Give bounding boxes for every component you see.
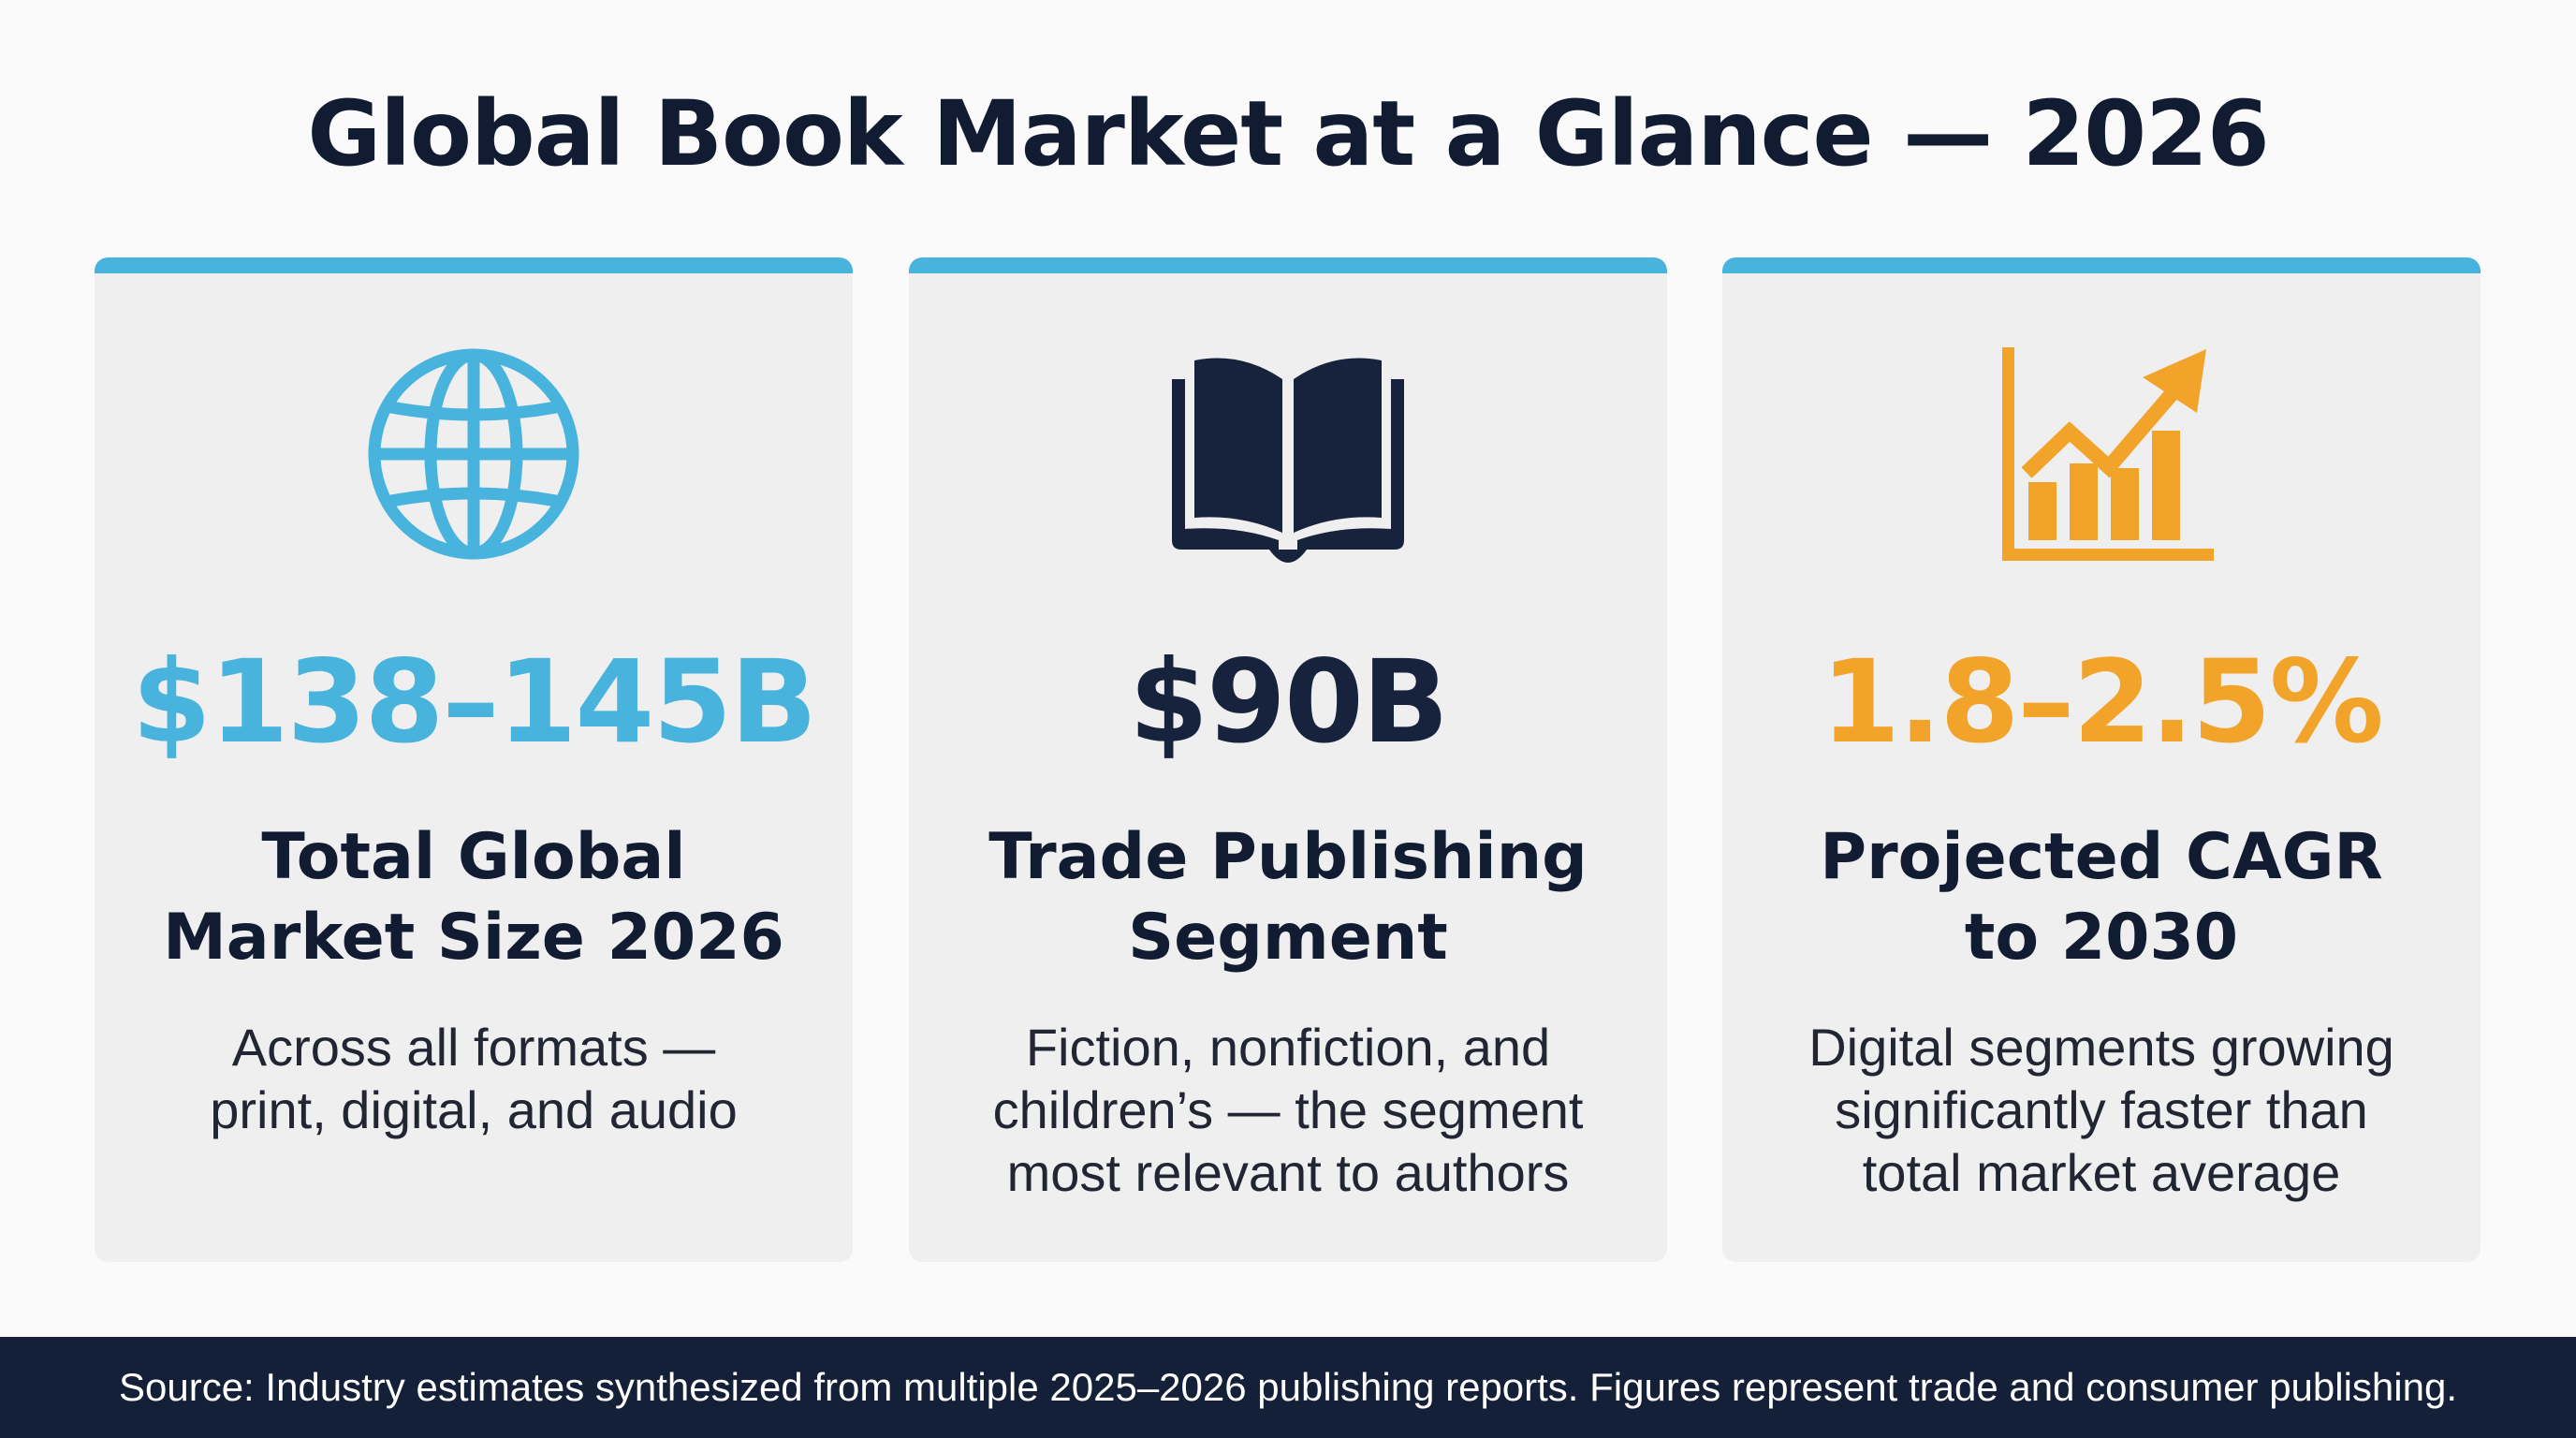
- trade-publishing-value: $90B: [1129, 636, 1449, 769]
- cagr-label: Projected CAGR to 2030: [1820, 820, 2383, 975]
- trade-publishing-description: Fiction, nonfiction, and children’s — th…: [992, 1018, 1584, 1202]
- market-size-value: $138–145B: [131, 636, 817, 769]
- growth-chart-icon: [1722, 342, 2481, 566]
- card-accent-bar: [909, 257, 1667, 273]
- source-note: Source: Industry estimates synthesized f…: [118, 1365, 2457, 1409]
- market-size-description: Across all formats — print, digital, and…: [210, 1018, 738, 1139]
- trade-publishing-card: $90B Trade Publishing Segment Fiction, n…: [909, 257, 1667, 1262]
- market-size-label: Total Global Market Size 2026: [163, 820, 784, 975]
- open-book-icon: [909, 342, 1667, 566]
- market-size-card: $138–145B Total Global Market Size 2026 …: [95, 257, 853, 1262]
- globe-icon: [95, 342, 853, 566]
- page-title: Global Book Market at a Glance — 2026: [307, 81, 2269, 186]
- trade-publishing-label: Trade Publishing Segment: [988, 820, 1588, 975]
- cagr-description: Digital segments growing significantly f…: [1808, 1018, 2394, 1202]
- source-footer: Source: Industry estimates synthesized f…: [0, 1337, 2576, 1438]
- card-accent-bar: [1722, 257, 2481, 273]
- card-accent-bar: [95, 257, 853, 273]
- cagr-card: 1.8–2.5% Projected CAGR to 2030 Digital …: [1722, 257, 2481, 1262]
- cagr-value: 1.8–2.5%: [1821, 636, 2383, 769]
